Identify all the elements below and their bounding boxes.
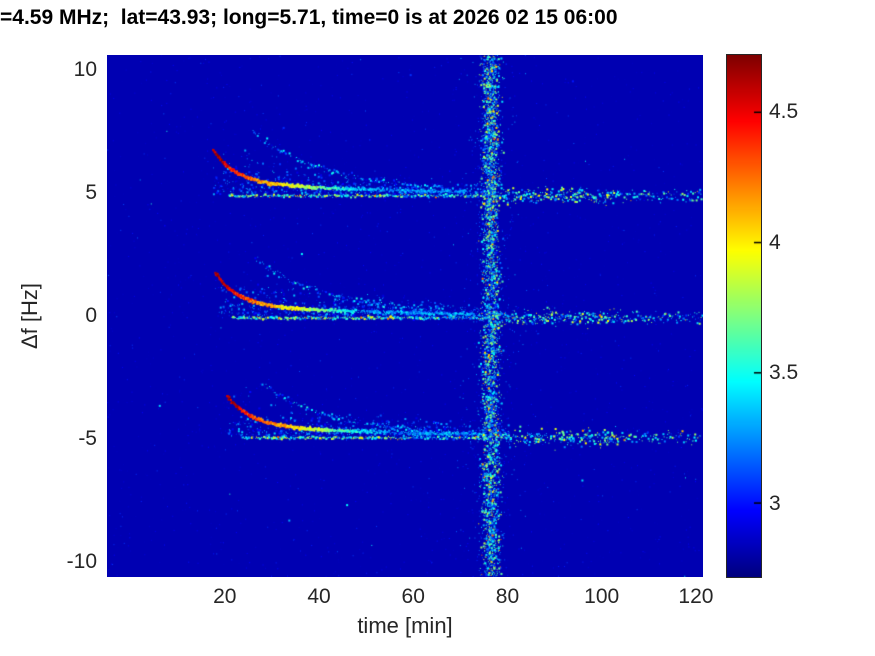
heatmap-plot	[107, 55, 703, 577]
y-tick-label: 10	[73, 57, 97, 81]
x-axis-label: time [min]	[357, 613, 453, 638]
colorbar	[726, 54, 762, 578]
x-tick-label: 120	[678, 585, 714, 608]
y-tick-label: -5	[78, 427, 97, 451]
x-tick-label: 60	[401, 585, 425, 608]
x-tick-label: 80	[495, 585, 520, 608]
y-tick-label: -10	[66, 550, 97, 574]
x-tick-label: 40	[307, 585, 331, 608]
x-tick-label: 20	[213, 585, 237, 608]
y-axis-label: Δf [Hz]	[17, 282, 42, 350]
y-tick-label: 5	[85, 180, 97, 204]
colorbar-tick-label: 3	[769, 491, 781, 515]
x-tick-label: 100	[584, 585, 620, 608]
chart-title: =4.59 MHz; lat=43.93; long=5.71, time=0 …	[0, 6, 618, 29]
colorbar-tick-label: 4.5	[769, 100, 799, 124]
colorbar-tick-label: 4	[769, 230, 781, 254]
y-tick-label: 0	[85, 304, 97, 327]
colorbar-tick-label: 3.5	[769, 361, 799, 385]
